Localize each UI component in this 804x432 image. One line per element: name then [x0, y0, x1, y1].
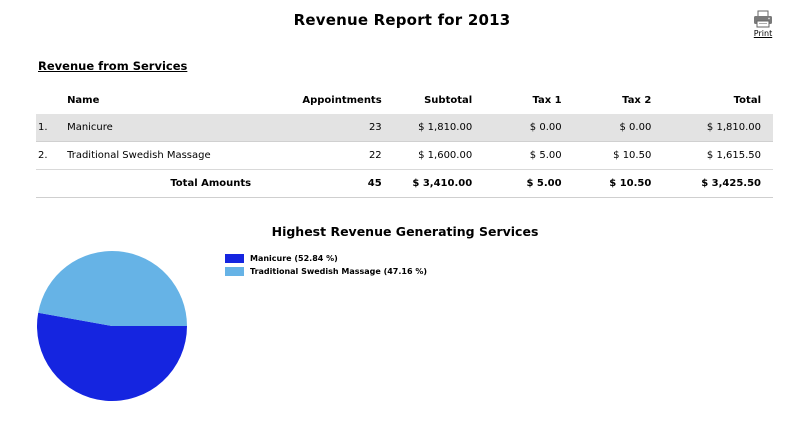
tax1-cell: $ 0.00 — [472, 114, 562, 142]
table-row: 1. Manicure 23 $ 1,810.00 $ 0.00 $ 0.00 … — [36, 114, 773, 142]
appointments-cell: 23 — [251, 114, 382, 142]
pie-slice-0 — [36, 312, 187, 401]
service-name: Manicure — [67, 114, 252, 142]
total-cell: $ 1,810.00 — [651, 114, 773, 142]
totals-row: Total Amounts 45 $ 3,410.00 $ 5.00 $ 10.… — [36, 169, 773, 198]
legend-item: Manicure (52.84 %) — [225, 252, 427, 265]
total-cell: $ 1,615.50 — [706, 150, 761, 161]
header-total: Total — [733, 95, 761, 106]
legend-swatch — [225, 267, 244, 276]
revenue-table: Name Appointments Subtotal Tax 1 Tax 2 T… — [36, 87, 773, 198]
header-index — [36, 87, 67, 114]
printer-icon — [754, 10, 772, 28]
tax2-cell: $ 10.50 — [613, 150, 652, 161]
pie-chart — [36, 250, 188, 402]
totals-tax2: $ 10.50 — [561, 169, 652, 198]
totals-label: Total Amounts — [67, 169, 252, 198]
print-button[interactable]: Print — [748, 10, 778, 46]
totals-appointments: 45 — [251, 169, 382, 198]
page-title: Revenue Report for 2013 — [293, 11, 511, 29]
table-row: 2. Traditional Swedish Massage 22 $ 1,60… — [36, 142, 773, 170]
totals-total: $ 3,425.50 — [651, 169, 773, 198]
legend-swatch — [225, 254, 244, 263]
header-name: Name — [67, 95, 100, 106]
header-subtotal: Subtotal — [424, 95, 473, 106]
header-tax1: Tax 1 — [532, 95, 562, 106]
print-label[interactable]: Print — [753, 29, 773, 38]
tax1-cell: $ 5.00 — [529, 150, 562, 161]
table-header-row: Name Appointments Subtotal Tax 1 Tax 2 T… — [36, 87, 773, 114]
legend-label: Manicure (52.84 %) — [250, 254, 338, 263]
header-tax2: Tax 2 — [622, 95, 652, 106]
pie-chart-svg — [36, 251, 187, 401]
totals-subtotal: $ 3,410.00 — [381, 169, 473, 198]
subtotal-cell: $ 1,810.00 — [381, 114, 473, 142]
tax2-cell: $ 0.00 — [561, 114, 652, 142]
header-appointments: Appointments — [302, 95, 382, 106]
chart-title: Highest Revenue Generating Services — [271, 224, 539, 239]
section-title: Revenue from Services — [38, 59, 188, 73]
service-name: Traditional Swedish Massage — [67, 150, 211, 161]
row-index: 2. — [38, 150, 48, 161]
legend-item: Traditional Swedish Massage (47.16 %) — [225, 265, 427, 278]
totals-tax1: $ 5.00 — [472, 169, 562, 198]
chart-legend: Manicure (52.84 %) Traditional Swedish M… — [225, 252, 427, 278]
appointments-cell: 22 — [368, 150, 382, 161]
subtotal-cell: $ 1,600.00 — [418, 150, 473, 161]
legend-label: Traditional Swedish Massage (47.16 %) — [250, 267, 427, 276]
totals-spacer — [36, 169, 68, 198]
pie-slice-1 — [38, 251, 187, 326]
row-index: 1. — [36, 114, 68, 142]
